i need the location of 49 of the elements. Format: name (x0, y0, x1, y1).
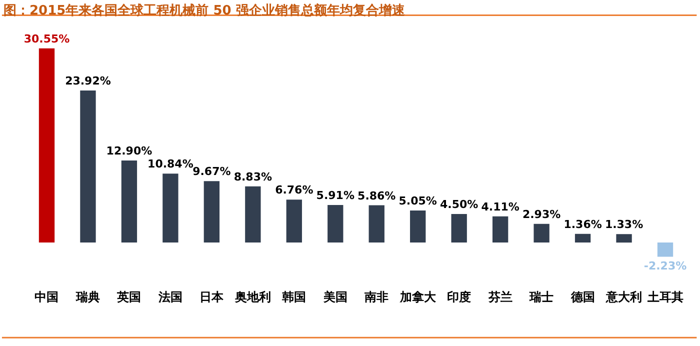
x-tick-label: 美国 (322, 290, 348, 304)
x-tick-label: 芬兰 (487, 290, 512, 304)
x-tick-label: 印度 (447, 290, 472, 304)
x-tick-label: 加拿大 (398, 290, 437, 304)
bar (368, 205, 384, 243)
data-label: 4.11% (481, 200, 520, 214)
data-label: 10.84% (148, 158, 194, 171)
x-tick-label: 日本 (200, 290, 225, 304)
x-tick-label: 瑞士 (528, 290, 554, 304)
bar (534, 224, 550, 243)
bar (616, 234, 632, 243)
data-label: 5.91% (316, 188, 354, 202)
bar (38, 48, 55, 243)
data-label: 1.36% (564, 218, 602, 231)
data-label: 5.05% (398, 194, 437, 208)
x-tick-label: 英国 (116, 290, 142, 304)
bar (657, 242, 674, 257)
data-label: 30.55% (24, 32, 70, 46)
bar (80, 90, 96, 243)
data-label: 12.90% (106, 144, 152, 158)
x-tick-label: 法国 (157, 290, 182, 304)
data-label: 4.50% (440, 198, 478, 211)
bar (451, 214, 467, 243)
bar (328, 204, 344, 243)
bar (574, 234, 591, 243)
data-label: 2.93% (522, 208, 561, 221)
bar (245, 186, 261, 243)
chart-title: 图：2015年来各国全球工程机械前 50 强企业销售总额年均复合增速 (4, 2, 406, 18)
data-label: 1.33% (604, 218, 644, 232)
data-label: 6.76% (275, 184, 314, 197)
data-label: -2.23% (644, 260, 687, 273)
x-tick-label: 瑞典 (74, 290, 100, 304)
x-tick-label: 韩国 (281, 290, 306, 304)
x-tick-label: 意大利 (605, 290, 642, 304)
data-label: 9.67% (192, 165, 231, 178)
data-label: 23.92% (65, 74, 111, 88)
data-label: 8.83% (234, 170, 272, 184)
x-tick-label: 德国 (570, 290, 595, 304)
x-tick-label: 中国 (34, 290, 59, 304)
x-tick-label: 南非 (364, 290, 389, 304)
bar (204, 181, 220, 243)
x-tick-label: 土耳其 (646, 290, 684, 304)
bar (286, 200, 302, 243)
bar (492, 216, 508, 243)
bar (162, 174, 178, 243)
data-label: 5.86% (358, 189, 396, 202)
bar (410, 210, 426, 243)
bar (121, 160, 138, 243)
x-tick-label: 奥地利 (234, 290, 271, 304)
